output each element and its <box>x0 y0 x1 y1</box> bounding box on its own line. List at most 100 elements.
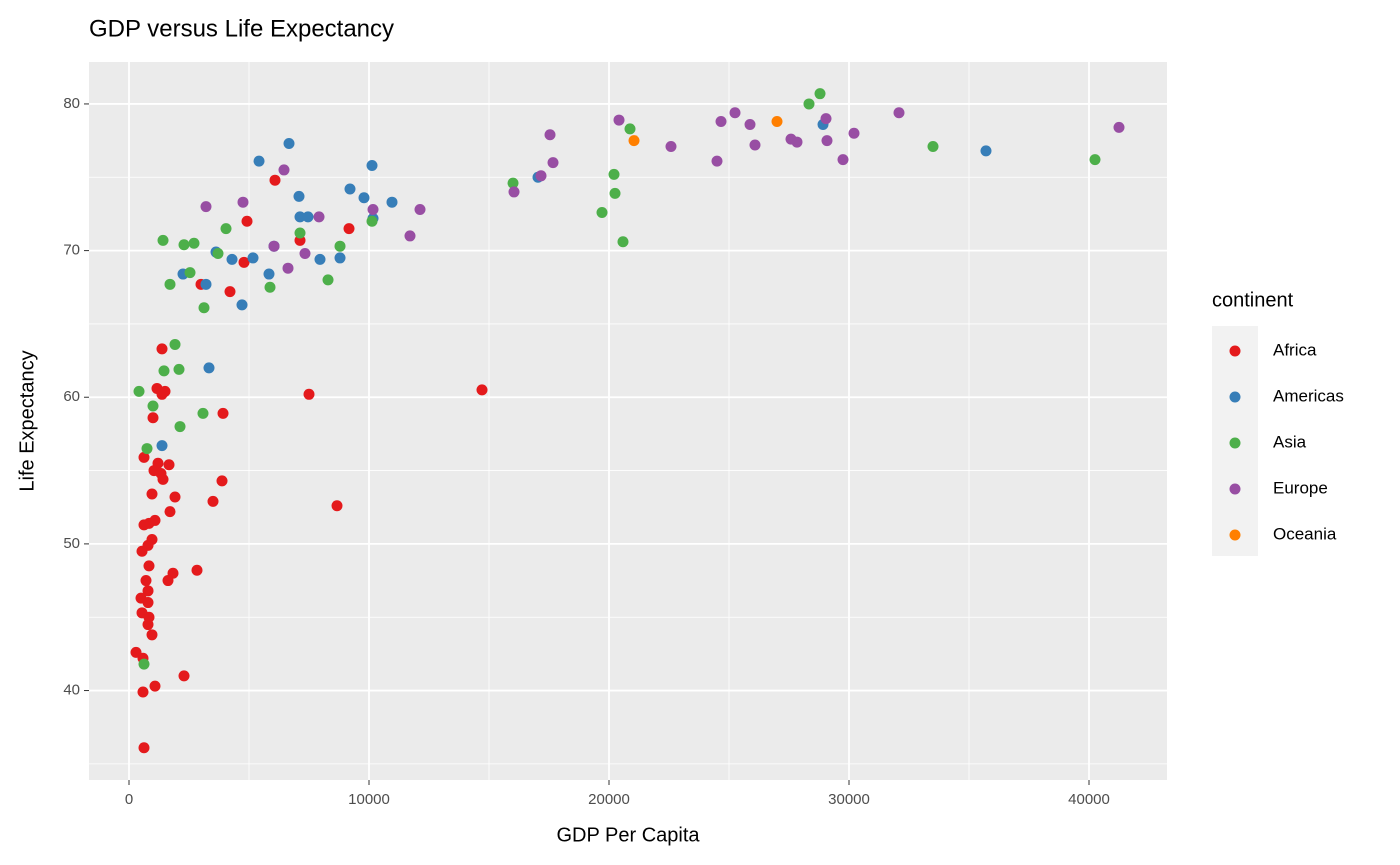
point <box>535 170 547 182</box>
point <box>820 113 832 125</box>
point <box>314 253 326 265</box>
point <box>278 164 290 176</box>
x-tick-label: 30000 <box>828 791 870 808</box>
legend-label: Africa <box>1273 340 1317 359</box>
point <box>322 274 334 286</box>
point <box>237 196 249 208</box>
point <box>715 116 727 128</box>
point <box>613 114 625 126</box>
point <box>174 421 186 433</box>
point <box>848 127 860 139</box>
point <box>224 286 236 298</box>
point <box>624 123 636 135</box>
point <box>157 234 169 246</box>
point <box>247 252 259 264</box>
legend-key <box>1229 391 1241 403</box>
point <box>212 248 224 260</box>
point <box>164 278 176 290</box>
point <box>343 223 355 235</box>
point <box>157 473 169 485</box>
point <box>893 107 905 119</box>
point <box>803 98 815 110</box>
point <box>156 440 168 452</box>
point <box>749 139 761 151</box>
point <box>303 388 315 400</box>
point <box>156 343 168 355</box>
point <box>544 129 556 141</box>
point <box>1089 154 1101 166</box>
y-tick-label: 50 <box>63 535 80 552</box>
point <box>236 299 248 311</box>
point <box>149 680 161 692</box>
point <box>200 201 212 213</box>
point <box>147 400 159 412</box>
point <box>785 133 797 145</box>
point <box>146 488 158 500</box>
point <box>138 519 150 531</box>
point <box>268 240 280 252</box>
legend-key <box>1229 483 1241 495</box>
point <box>200 278 212 290</box>
point <box>771 116 783 128</box>
x-tick-label: 40000 <box>1068 791 1110 808</box>
legend-title: continent <box>1212 289 1294 311</box>
y-tick-label: 60 <box>63 388 80 405</box>
point <box>164 506 176 518</box>
legend-label: Oceania <box>1273 524 1337 543</box>
legend-key <box>1229 345 1241 357</box>
legend-label: Asia <box>1273 432 1307 451</box>
point <box>366 215 378 227</box>
point <box>508 186 520 198</box>
point <box>147 412 159 424</box>
point <box>263 268 275 280</box>
point <box>217 407 229 419</box>
point <box>253 155 265 167</box>
point <box>173 363 185 375</box>
point <box>366 160 378 172</box>
point <box>744 118 756 130</box>
point <box>313 211 325 223</box>
point <box>344 183 356 195</box>
point <box>207 495 219 507</box>
point <box>334 252 346 264</box>
y-tick-label: 80 <box>63 95 80 112</box>
point <box>294 227 306 239</box>
point <box>184 267 196 279</box>
point <box>264 281 276 293</box>
point <box>162 575 174 587</box>
chart-title: GDP versus Life Expectancy <box>89 15 394 42</box>
point <box>143 560 155 572</box>
point <box>814 88 826 100</box>
point <box>188 237 200 249</box>
point <box>169 338 181 350</box>
point <box>282 262 294 274</box>
point <box>238 256 250 268</box>
legend-label: Americas <box>1273 386 1344 405</box>
legend-key <box>1229 529 1241 541</box>
point <box>158 365 170 377</box>
point <box>414 204 426 216</box>
point <box>178 239 190 251</box>
point <box>299 248 311 260</box>
point <box>367 204 379 216</box>
point <box>156 388 168 400</box>
point <box>137 686 149 698</box>
point <box>138 451 150 463</box>
point <box>927 140 939 152</box>
point <box>283 138 295 150</box>
x-axis-label: GDP Per Capita <box>556 824 700 846</box>
point <box>294 211 306 223</box>
point <box>331 500 343 512</box>
point <box>404 230 416 242</box>
point <box>1113 121 1125 133</box>
x-tick-label: 10000 <box>348 791 390 808</box>
point <box>142 585 154 597</box>
panel <box>89 62 1167 780</box>
point <box>302 211 314 223</box>
point <box>138 658 150 670</box>
point <box>138 742 150 754</box>
point <box>837 154 849 166</box>
point <box>628 135 640 147</box>
point <box>608 168 620 180</box>
